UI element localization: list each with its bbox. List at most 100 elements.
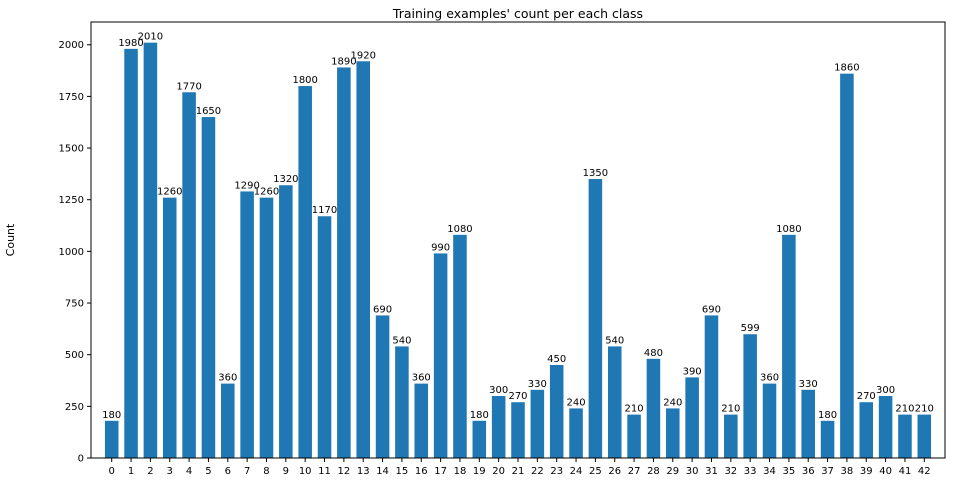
x-tick-label: 28 — [647, 466, 660, 477]
bar-value-label: 540 — [605, 335, 624, 346]
bar-value-label: 990 — [431, 242, 450, 253]
bar-class-10 — [298, 86, 312, 458]
x-tick-label: 23 — [550, 466, 563, 477]
y-tick-label: 1250 — [59, 195, 84, 206]
bar-value-label: 360 — [760, 373, 779, 384]
x-tick-label: 8 — [263, 466, 269, 477]
x-tick-label: 3 — [167, 466, 173, 477]
bar-value-label: 390 — [683, 366, 702, 377]
x-tick-label: 41 — [899, 466, 912, 477]
x-tick-label: 34 — [763, 466, 776, 477]
x-tick-label: 24 — [570, 466, 583, 477]
bar-class-30 — [685, 377, 699, 458]
bar-value-label: 330 — [528, 379, 547, 390]
x-tick-label: 18 — [454, 466, 467, 477]
bars-group — [104, 42, 932, 459]
y-tick-label: 250 — [65, 402, 84, 413]
x-tick-label: 16 — [415, 466, 428, 477]
bar-value-label: 180 — [102, 410, 121, 421]
bar-value-label: 210 — [625, 404, 644, 415]
bar-value-label: 270 — [508, 391, 527, 402]
bar-class-37 — [820, 420, 835, 458]
y-axis: 0 250 500 750 1000 1250 1500 1750 2000 — [59, 40, 91, 465]
bar-value-label: 210 — [721, 404, 740, 415]
x-tick-label: 36 — [802, 466, 815, 477]
x-tick-label: 9 — [283, 466, 289, 477]
y-axis-label: Count — [4, 223, 17, 256]
chart-title: Training examples' count per each class — [392, 6, 643, 21]
bar-class-19 — [472, 420, 487, 458]
bar-value-label: 240 — [663, 397, 682, 408]
bar-value-label: 1080 — [776, 224, 801, 235]
bar-class-34 — [762, 383, 777, 458]
x-tick-label: 33 — [744, 466, 757, 477]
x-tick-label: 15 — [396, 466, 409, 477]
bar-class-29 — [666, 408, 680, 458]
bar-value-label: 1920 — [350, 50, 375, 61]
bar-class-12 — [337, 67, 351, 459]
x-tick-label: 37 — [821, 466, 834, 477]
bar-class-35 — [782, 234, 796, 458]
bar-class-38 — [840, 73, 854, 458]
bar-class-17 — [433, 253, 448, 458]
x-tick-label: 11 — [318, 466, 331, 477]
bar-class-1 — [124, 48, 138, 459]
bar-value-label: 599 — [741, 323, 760, 334]
bar-value-label: 1770 — [176, 81, 201, 92]
bar-class-31 — [704, 315, 719, 458]
bar-class-33 — [743, 334, 757, 458]
bar-class-15 — [395, 346, 409, 458]
x-axis: 0 1 2 3 4 5 6 7 8 9 10 11 12 13 14 15 16 17 18 19 20 21 22 23 24… — [109, 458, 931, 477]
x-tick-label: 20 — [492, 466, 505, 477]
bar-class-2 — [143, 42, 158, 458]
x-tick-label: 1 — [128, 466, 134, 477]
x-tick-label: 6 — [225, 466, 231, 477]
bar-class-11 — [317, 216, 332, 458]
x-tick-label: 30 — [686, 466, 699, 477]
bar-class-9 — [279, 185, 293, 459]
bar-class-40 — [878, 396, 893, 458]
bar-class-7 — [240, 191, 254, 458]
bar-value-label: 210 — [915, 404, 934, 415]
bar-value-label: 300 — [489, 385, 508, 396]
bar-class-36 — [801, 389, 815, 458]
bar-value-label: 1260 — [157, 187, 182, 198]
bar-value-label: 450 — [547, 354, 566, 365]
bar-value-label: 1860 — [834, 63, 859, 74]
x-tick-label: 26 — [608, 466, 621, 477]
bar-value-label: 690 — [702, 304, 721, 315]
y-tick-label: 1500 — [59, 144, 84, 155]
x-tick-label: 0 — [109, 466, 115, 477]
bar-class-5 — [201, 117, 216, 459]
bar-class-42 — [917, 414, 932, 458]
x-tick-label: 4 — [186, 466, 192, 477]
x-tick-label: 19 — [473, 466, 486, 477]
x-tick-label: 5 — [205, 466, 211, 477]
bar-value-label: 330 — [799, 379, 818, 390]
bar-class-8 — [259, 197, 274, 458]
bar-value-label: 2010 — [138, 32, 163, 43]
bar-value-label: 1320 — [273, 174, 298, 185]
x-tick-label: 12 — [338, 466, 351, 477]
bar-class-24 — [569, 408, 583, 458]
bar-value-label: 540 — [392, 335, 411, 346]
bar-value-label: 360 — [412, 373, 431, 384]
bar-class-13 — [356, 61, 370, 458]
x-tick-label: 27 — [628, 466, 641, 477]
bar-class-18 — [453, 234, 467, 458]
bar-value-label: 1260 — [254, 187, 279, 198]
x-tick-label: 13 — [357, 466, 370, 477]
bar-class-21 — [511, 402, 525, 458]
bar-class-41 — [898, 414, 912, 458]
bar-value-label: 1800 — [292, 75, 317, 86]
bar-value-label: 480 — [644, 348, 663, 359]
bar-value-label: 1290 — [234, 180, 259, 191]
bar-class-4 — [182, 92, 196, 458]
y-tick-label: 750 — [65, 299, 84, 310]
bar-class-26 — [607, 346, 622, 458]
x-tick-label: 22 — [531, 466, 544, 477]
bar-class-20 — [491, 396, 506, 458]
x-tick-label: 38 — [841, 466, 854, 477]
